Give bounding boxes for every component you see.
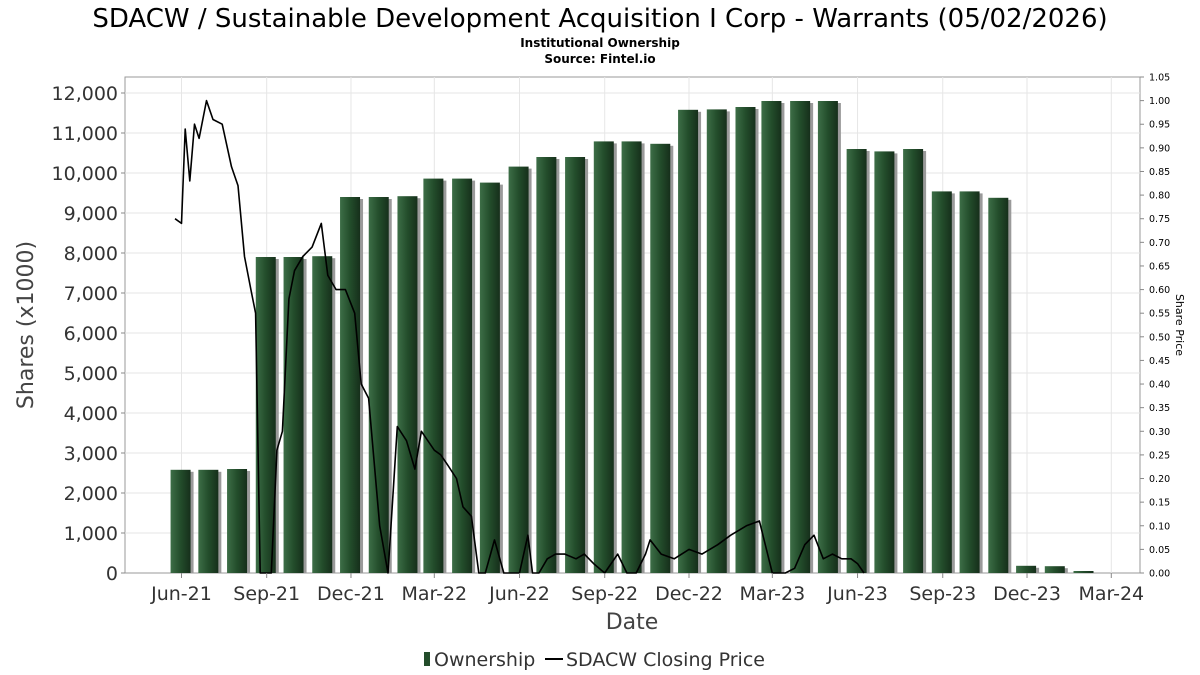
y2-tick-label: 0.75 bbox=[1149, 214, 1170, 225]
ownership-bar bbox=[874, 151, 895, 573]
ownership-bar bbox=[735, 107, 756, 573]
x-tick-label: Sep-21 bbox=[233, 583, 300, 605]
y2-tick-label: 0.10 bbox=[1149, 521, 1170, 532]
y2-axis-ticks: 0.00 0.05 0.10 0.15 0.20 0.25 0.30 0.35 0.40 0.45… bbox=[1140, 73, 1170, 580]
ownership-bar bbox=[368, 197, 389, 573]
y-axis-title: Shares (x1000) bbox=[14, 241, 39, 409]
legend-price-label: SDACW Closing Price bbox=[566, 649, 765, 671]
ownership-bar bbox=[170, 469, 191, 573]
y2-tick-label: 0.00 bbox=[1149, 569, 1170, 580]
x-tick-label: Jun-22 bbox=[488, 583, 550, 605]
ownership-bar bbox=[423, 178, 444, 573]
ownership-bar bbox=[255, 257, 276, 573]
y2-tick-label: 0.45 bbox=[1149, 356, 1170, 367]
chart-source: Source: Fintel.io bbox=[544, 52, 655, 66]
x-tick-label: Jun-21 bbox=[150, 583, 212, 605]
ownership-bar bbox=[340, 197, 361, 573]
chart-title: SDACW / Sustainable Development Acquisit… bbox=[92, 4, 1107, 34]
ownership-bar bbox=[452, 178, 473, 573]
ownership-bar bbox=[931, 191, 952, 573]
y-tick-label: 9,000 bbox=[64, 203, 118, 225]
legend: Ownership SDACW Closing Price bbox=[424, 649, 765, 671]
y-axis-ticks: 0 1,000 2,000 3,000 4,000 5,000 6,000 7,000 8,00… bbox=[52, 83, 125, 585]
y2-tick-label: 0.40 bbox=[1149, 380, 1170, 391]
y2-tick-label: 0.65 bbox=[1149, 261, 1170, 272]
y-tick-label: 2,000 bbox=[64, 483, 118, 505]
y-tick-label: 5,000 bbox=[64, 363, 118, 385]
ownership-bar bbox=[790, 101, 811, 573]
y2-tick-label: 0.05 bbox=[1149, 545, 1170, 556]
y2-tick-label: 0.30 bbox=[1149, 427, 1170, 438]
price-line bbox=[174, 99, 865, 574]
x-tick-label: Mar-22 bbox=[401, 583, 467, 605]
legend-ownership-swatch bbox=[424, 652, 430, 666]
x-tick-label: Sep-23 bbox=[909, 583, 976, 605]
ownership-bar bbox=[1016, 565, 1037, 573]
x-tick-label: Jun-23 bbox=[826, 583, 888, 605]
ownership-bar bbox=[1044, 566, 1065, 573]
y2-tick-label: 1.00 bbox=[1149, 96, 1170, 107]
ownership-bar bbox=[312, 256, 333, 573]
y-tick-label: 10,000 bbox=[52, 163, 118, 185]
y2-tick-label: 0.70 bbox=[1149, 238, 1170, 249]
ownership-bar bbox=[959, 191, 980, 573]
y2-tick-label: 0.50 bbox=[1149, 332, 1170, 343]
chart-subtitle: Institutional Ownership bbox=[520, 36, 680, 50]
ownership-bar bbox=[621, 141, 642, 573]
y-tick-label: 8,000 bbox=[64, 243, 118, 265]
ownership-bar bbox=[678, 109, 699, 574]
y-tick-label: 0 bbox=[106, 563, 118, 585]
y2-tick-label: 1.05 bbox=[1149, 73, 1170, 84]
y2-tick-label: 0.85 bbox=[1149, 167, 1170, 178]
ownership-bar bbox=[397, 196, 418, 573]
x-tick-label: Dec-22 bbox=[655, 583, 723, 605]
y2-tick-label: 0.95 bbox=[1149, 120, 1170, 131]
y-tick-label: 3,000 bbox=[64, 443, 118, 465]
y2-tick-label: 0.25 bbox=[1149, 450, 1170, 461]
y2-axis-title: Share Price bbox=[1173, 294, 1186, 356]
x-axis-ticks: Jun-21 Sep-21 Dec-21 Mar-22 Jun-22 Sep-22 Dec-… bbox=[150, 573, 1144, 605]
y2-tick-label: 0.80 bbox=[1149, 191, 1170, 202]
y2-tick-label: 0.55 bbox=[1149, 309, 1170, 320]
y-tick-label: 1,000 bbox=[64, 523, 118, 545]
x-tick-label: Dec-21 bbox=[317, 583, 385, 605]
y2-tick-label: 0.15 bbox=[1149, 498, 1170, 509]
ownership-bar bbox=[761, 101, 782, 573]
y2-tick-label: 0.20 bbox=[1149, 474, 1170, 485]
ownership-bar bbox=[479, 182, 500, 573]
ownership-bar bbox=[565, 157, 586, 573]
price-line-layer bbox=[174, 99, 865, 574]
ownership-bars bbox=[170, 101, 1094, 574]
x-tick-label: Mar-24 bbox=[1078, 583, 1144, 605]
y2-tick-label: 0.60 bbox=[1149, 285, 1170, 296]
ownership-bar bbox=[593, 141, 614, 573]
ownership-bar bbox=[903, 149, 924, 573]
ownership-bar bbox=[817, 101, 838, 573]
y-tick-label: 11,000 bbox=[52, 123, 118, 145]
y-tick-label: 12,000 bbox=[52, 83, 118, 105]
y-tick-label: 6,000 bbox=[64, 323, 118, 345]
ownership-bar bbox=[198, 469, 219, 573]
ownership-bar bbox=[227, 469, 248, 573]
x-axis-title: Date bbox=[606, 610, 659, 635]
ownership-bar bbox=[536, 157, 557, 573]
legend-ownership-label: Ownership bbox=[434, 649, 535, 671]
ownership-bar bbox=[650, 143, 671, 574]
y-tick-label: 4,000 bbox=[64, 403, 118, 425]
ownership-bar bbox=[846, 149, 867, 573]
ownership-bar bbox=[1073, 571, 1094, 573]
ownership-bar bbox=[988, 197, 1009, 574]
ownership-bar bbox=[706, 109, 727, 574]
ownership-bar bbox=[508, 166, 529, 573]
y2-tick-label: 0.90 bbox=[1149, 143, 1170, 154]
y-tick-label: 7,000 bbox=[64, 283, 118, 305]
x-tick-label: Sep-22 bbox=[571, 583, 638, 605]
x-tick-label: Dec-23 bbox=[993, 583, 1061, 605]
x-tick-label: Mar-23 bbox=[740, 583, 806, 605]
ownership-bar bbox=[283, 257, 304, 573]
y2-tick-label: 0.35 bbox=[1149, 403, 1170, 414]
